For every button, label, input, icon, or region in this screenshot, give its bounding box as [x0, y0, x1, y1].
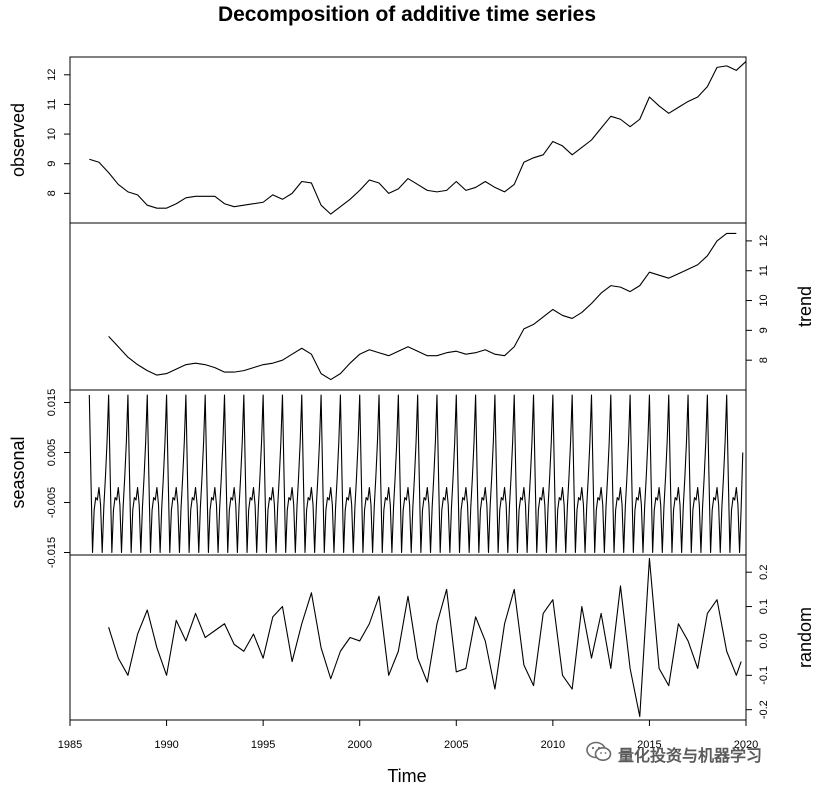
chart-title: Decomposition of additive time series — [218, 3, 596, 26]
trend-y-tick-label: 9 — [758, 327, 770, 333]
x-tick-label: 2020 — [734, 739, 758, 751]
trend-series-line — [108, 232, 737, 381]
seasonal-y-tick-label: -0.005 — [46, 487, 58, 518]
x-tick-label: 1990 — [154, 739, 178, 751]
x-axis: 1985 1990 1995 2000 2005 2010 2015 2020 — [58, 720, 758, 751]
panel-observed: 8 9 10 11 12 observed — [8, 56, 747, 224]
x-tick-label: 1985 — [58, 739, 82, 751]
random-y-tick-label: 0.2 — [758, 565, 770, 580]
trend-y-tick-label: 11 — [758, 265, 770, 276]
panel-random: -0.2 -0.1 0.0 0.1 0.2 random — [69, 554, 815, 721]
x-tick-label: 2000 — [347, 739, 371, 751]
trend-y-tick-label: 10 — [758, 294, 770, 306]
panel-seasonal: -0.015 -0.005 0.005 0.015 seasonal — [8, 389, 747, 568]
seasonal-series-line — [88, 394, 744, 554]
x-tick-label: 2005 — [444, 739, 468, 751]
random-series-line — [108, 557, 742, 718]
seasonal-y-tick-label: 0.005 — [46, 439, 58, 467]
seasonal-y-tick-label: -0.015 — [46, 537, 58, 568]
seasonal-y-tick-label: 0.015 — [46, 389, 58, 417]
random-y-tick-label: -0.2 — [758, 700, 770, 719]
random-y-tick-label: -0.1 — [758, 666, 770, 685]
random-y-tick-label: 0.1 — [758, 599, 770, 614]
panels-group: 8 9 10 11 12 observed 8 9 10 11 12 trend -0.015 -0.00… — [8, 56, 815, 721]
x-tick-label: 1995 — [251, 739, 275, 751]
trend-y-tick-label: 12 — [758, 235, 770, 247]
observed-series-line — [89, 61, 747, 215]
observed-y-tick-label: 11 — [46, 99, 58, 110]
x-tick-label: 2010 — [541, 739, 565, 751]
x-tick-label: 2015 — [637, 739, 661, 751]
panel-label-random: random — [795, 607, 815, 668]
observed-y-tick-label: 12 — [46, 69, 58, 81]
observed-y-tick-label: 8 — [46, 190, 58, 196]
trend-y-tick-label: 8 — [758, 357, 770, 363]
panel-frame — [69, 222, 747, 391]
x-axis-title: Time — [387, 766, 426, 786]
observed-y-tick-label: 9 — [46, 161, 58, 167]
panel-frame — [69, 554, 747, 721]
panel-frame — [69, 56, 747, 224]
random-y-tick-label: 0.0 — [758, 633, 770, 648]
panel-frame — [69, 389, 747, 556]
panel-label-trend: trend — [795, 286, 815, 327]
panel-label-seasonal: seasonal — [8, 436, 28, 508]
observed-y-tick-label: 10 — [46, 128, 58, 140]
panel-trend: 8 9 10 11 12 trend — [69, 222, 815, 391]
panel-label-observed: observed — [8, 103, 28, 177]
